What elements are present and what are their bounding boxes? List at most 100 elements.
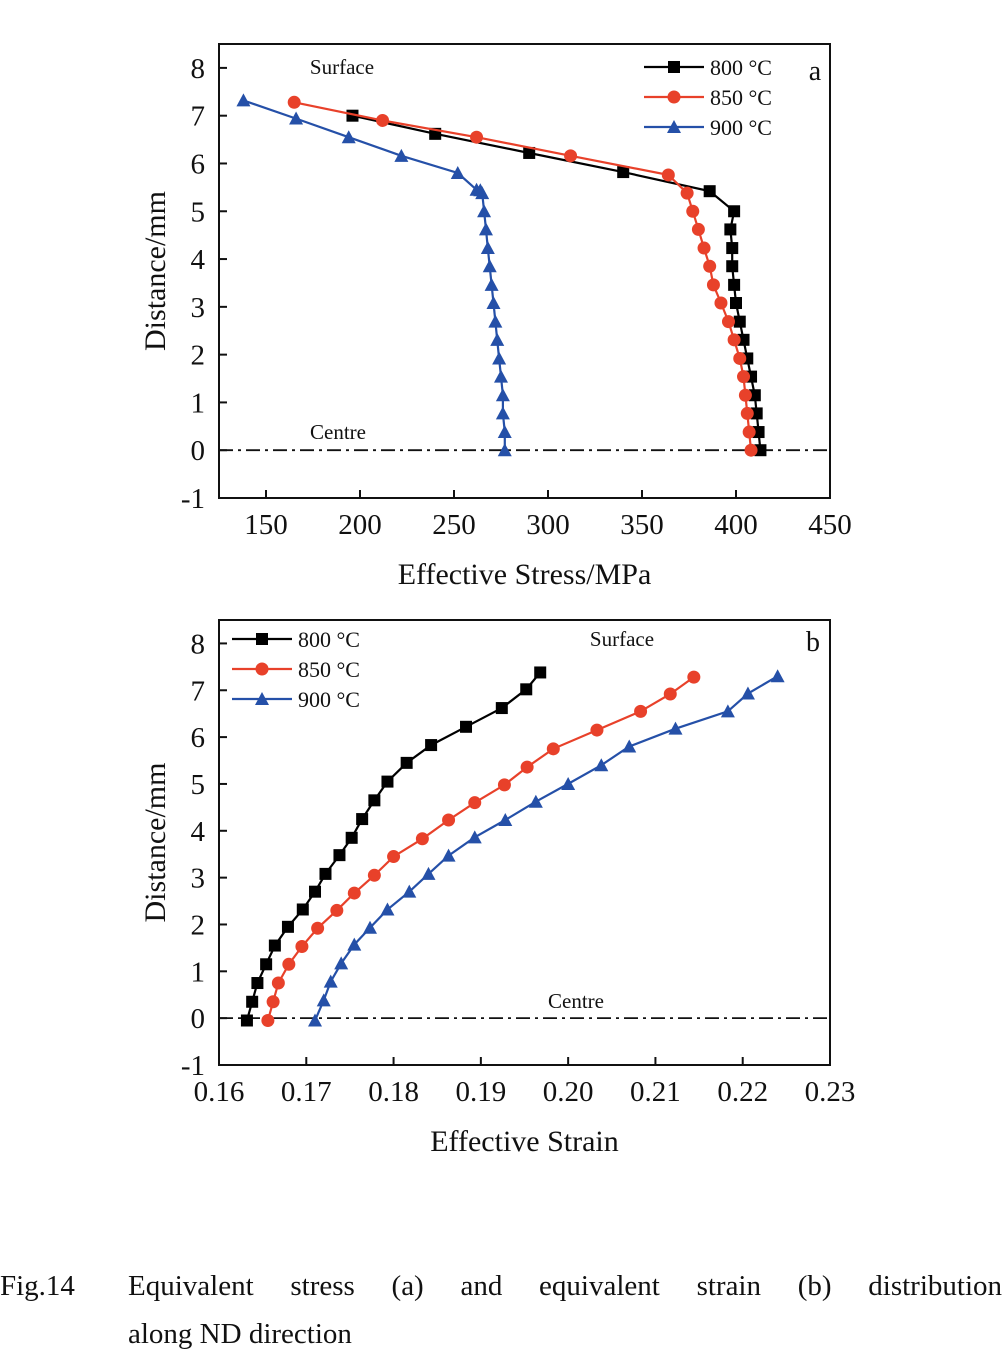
data-point — [246, 995, 259, 1008]
data-point — [271, 976, 285, 990]
x-axis-label: Effective Stress/MPa — [398, 558, 652, 591]
y-tick-label: -1 — [181, 1050, 205, 1082]
x-tick-label: 350 — [620, 509, 664, 541]
data-point — [663, 687, 677, 701]
data-point — [421, 866, 436, 880]
data-point — [546, 742, 560, 756]
data-point — [311, 921, 325, 935]
legend-marker — [668, 61, 680, 73]
data-point — [341, 130, 356, 144]
x-tick-label: 0.18 — [368, 1076, 419, 1108]
data-point — [738, 388, 752, 402]
data-point — [520, 760, 534, 774]
data-point — [752, 426, 765, 439]
x-tick-label: 300 — [526, 509, 570, 541]
x-tick-label: 0.21 — [630, 1076, 681, 1108]
data-point — [282, 957, 296, 971]
series-800 — [240, 666, 547, 1027]
y-tick-label: 5 — [191, 769, 206, 801]
data-point — [726, 242, 739, 255]
y-tick-label: 8 — [191, 53, 206, 85]
x-tick-label: 0.20 — [543, 1076, 594, 1108]
plot-frame — [218, 43, 831, 499]
legend-label: 900 °C — [710, 115, 772, 140]
data-point — [561, 776, 576, 790]
data-point — [478, 222, 493, 236]
legend-label: 850 °C — [298, 657, 360, 682]
data-point — [488, 314, 503, 328]
figure-caption: Fig.14 Equivalent stress (a) and equival… — [0, 1262, 1002, 1358]
x-axis-label: Effective Strain — [430, 1125, 619, 1158]
panel-a-stress-chart: 150 200 250 300 350 400 450 -1 0 1 2 3 4 5 6 7 8 Effectiv… — [139, 43, 852, 591]
data-point — [402, 884, 417, 898]
data-point — [333, 849, 346, 862]
legend-marker — [255, 662, 269, 676]
data-point — [289, 111, 304, 125]
data-point — [528, 794, 543, 808]
caption-line-1: Equivalent stress (a) and equivalent str… — [128, 1270, 1002, 1302]
x-tick-label: 200 — [338, 509, 382, 541]
data-point — [697, 241, 711, 255]
data-point — [316, 993, 331, 1007]
data-point — [387, 850, 401, 864]
data-point — [727, 333, 741, 347]
data-point — [308, 1013, 323, 1027]
data-point — [691, 222, 705, 236]
data-point — [323, 974, 338, 988]
x-tick-label: 400 — [714, 509, 758, 541]
data-point — [594, 758, 609, 772]
y-tick-label: 5 — [191, 196, 206, 228]
data-point — [687, 670, 701, 684]
series-850 — [261, 670, 701, 1027]
data-point — [748, 389, 761, 402]
x-tick-label: 450 — [808, 509, 852, 541]
plot-frame — [218, 619, 831, 1066]
series-850 — [287, 95, 758, 457]
data-point — [497, 443, 512, 457]
y-tick-label: 3 — [191, 863, 206, 895]
data-point — [492, 351, 507, 365]
y-tick-label: 1 — [191, 956, 206, 988]
data-point — [486, 296, 501, 310]
y-axis-label: Distance/mm — [139, 763, 172, 923]
y-tick-label: 1 — [191, 387, 206, 419]
data-point — [497, 425, 512, 439]
panel-label: a — [809, 56, 822, 87]
data-point — [661, 168, 675, 182]
data-point — [721, 315, 735, 329]
data-point — [668, 721, 683, 735]
series-line — [243, 99, 506, 451]
data-point — [356, 813, 369, 826]
data-point — [754, 444, 767, 457]
caption-line-2: along ND direction — [128, 1318, 352, 1350]
data-point — [495, 406, 510, 420]
x-tick-label: 0.22 — [717, 1076, 768, 1108]
data-point — [740, 406, 754, 420]
data-point — [728, 205, 741, 218]
data-point — [376, 113, 390, 127]
centre-annotation: Centre — [548, 989, 604, 1013]
data-point — [415, 832, 429, 846]
data-point — [334, 956, 349, 970]
data-point — [523, 146, 536, 159]
data-point — [703, 259, 717, 273]
data-point — [617, 166, 630, 179]
x-tick-label: 250 — [432, 509, 476, 541]
data-point — [236, 93, 251, 107]
caption-number: Fig.14 — [0, 1270, 75, 1302]
series-line — [352, 114, 762, 451]
y-tick-label: 7 — [191, 101, 206, 133]
data-point — [281, 920, 294, 933]
x-tick-label: 150 — [244, 509, 288, 541]
data-point — [266, 995, 280, 1009]
data-point — [347, 937, 362, 951]
data-point — [737, 370, 751, 384]
x-tick-label: 0.17 — [281, 1076, 332, 1108]
data-point — [441, 848, 456, 862]
data-point — [484, 277, 499, 291]
data-point — [469, 182, 484, 196]
data-point — [495, 702, 508, 715]
data-point — [467, 830, 482, 844]
data-point — [724, 223, 737, 236]
data-point — [460, 720, 473, 733]
